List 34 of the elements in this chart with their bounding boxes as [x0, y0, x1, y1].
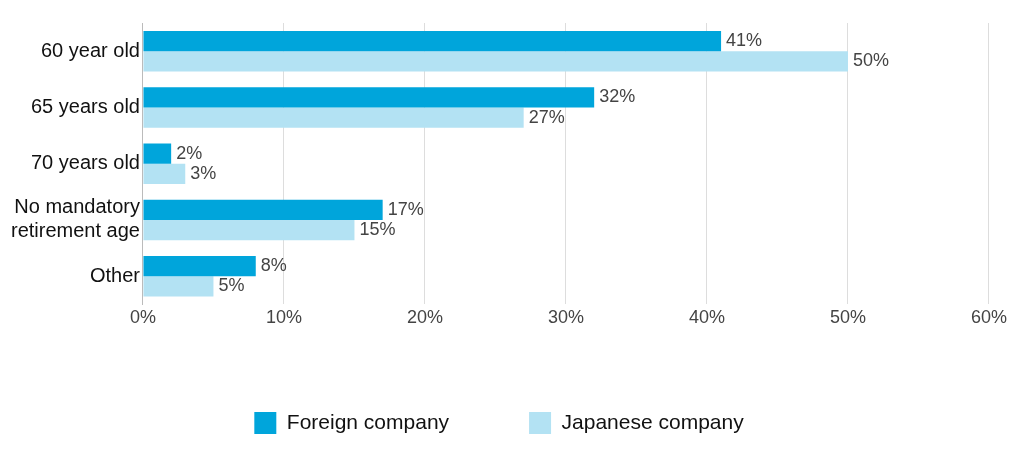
bar [143, 107, 524, 128]
x-tick-label: 10% [265, 307, 302, 328]
data-label: 32% [599, 86, 636, 107]
bar [143, 143, 172, 164]
x-tick-label: 60% [970, 307, 1007, 328]
data-label: 27% [528, 106, 565, 127]
data-label: 50% [852, 50, 890, 71]
y-tick-label: 70 years old [30, 151, 140, 174]
data-label: 8% [260, 255, 287, 276]
bar [143, 276, 214, 297]
bar [143, 51, 848, 72]
y-tick-label: Other [89, 263, 141, 286]
data-label: 3% [190, 162, 217, 183]
x-tick-label: 0% [129, 307, 156, 328]
data-label: 2% [176, 142, 203, 163]
bar [143, 199, 383, 220]
data-label: 5% [218, 275, 245, 296]
y-tick-label: 60 year old [40, 38, 140, 61]
x-tick-label: 20% [406, 307, 443, 328]
x-tick-label: 40% [688, 307, 725, 328]
bar [143, 219, 355, 241]
bar [143, 30, 722, 52]
data-label: 15% [359, 219, 396, 240]
bar [143, 163, 186, 184]
data-label: 41% [726, 29, 763, 50]
legend-label: Foreign company [286, 409, 450, 433]
bar [143, 256, 256, 277]
y-tick-label: No mandatory retirement age [10, 195, 140, 242]
bar [143, 87, 595, 108]
y-tick-label: 65 years old [30, 94, 140, 117]
legend-label: Japanese company [561, 409, 745, 433]
data-label: 17% [387, 198, 424, 219]
x-tick-label: 50% [829, 307, 866, 328]
x-tick-label: 30% [547, 307, 584, 328]
